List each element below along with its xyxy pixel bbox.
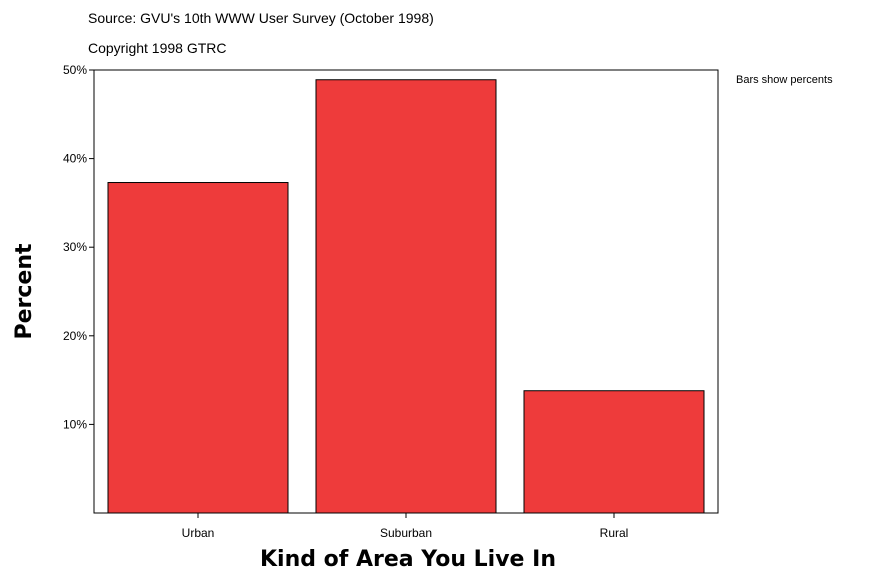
- y-axis-title: Percent: [12, 243, 37, 340]
- x-tick-label: Urban: [182, 526, 215, 540]
- x-tick-label: Rural: [600, 526, 629, 540]
- y-tick-label: 50%: [63, 63, 87, 77]
- x-axis-title: Kind of Area You Live In: [260, 547, 556, 572]
- bar-rural: [523, 390, 705, 514]
- bar-urban: [107, 182, 289, 514]
- copyright-line: Copyright 1998 GTRC: [88, 40, 227, 56]
- y-axis-ticks: 10% 20% 30% 40% 50%: [63, 63, 94, 431]
- x-axis-ticks: Urban Suburban Rural: [182, 513, 629, 540]
- bar-suburban: [315, 79, 497, 514]
- y-tick-label: 30%: [63, 240, 87, 254]
- bars-note: Bars show percents: [736, 74, 833, 86]
- y-tick-label: 10%: [63, 417, 87, 431]
- y-tick-label: 20%: [63, 329, 87, 343]
- x-tick-label: Suburban: [380, 526, 432, 540]
- y-tick-label: 40%: [63, 152, 87, 166]
- source-line: Source: GVU's 10th WWW User Survey (Octo…: [88, 10, 434, 26]
